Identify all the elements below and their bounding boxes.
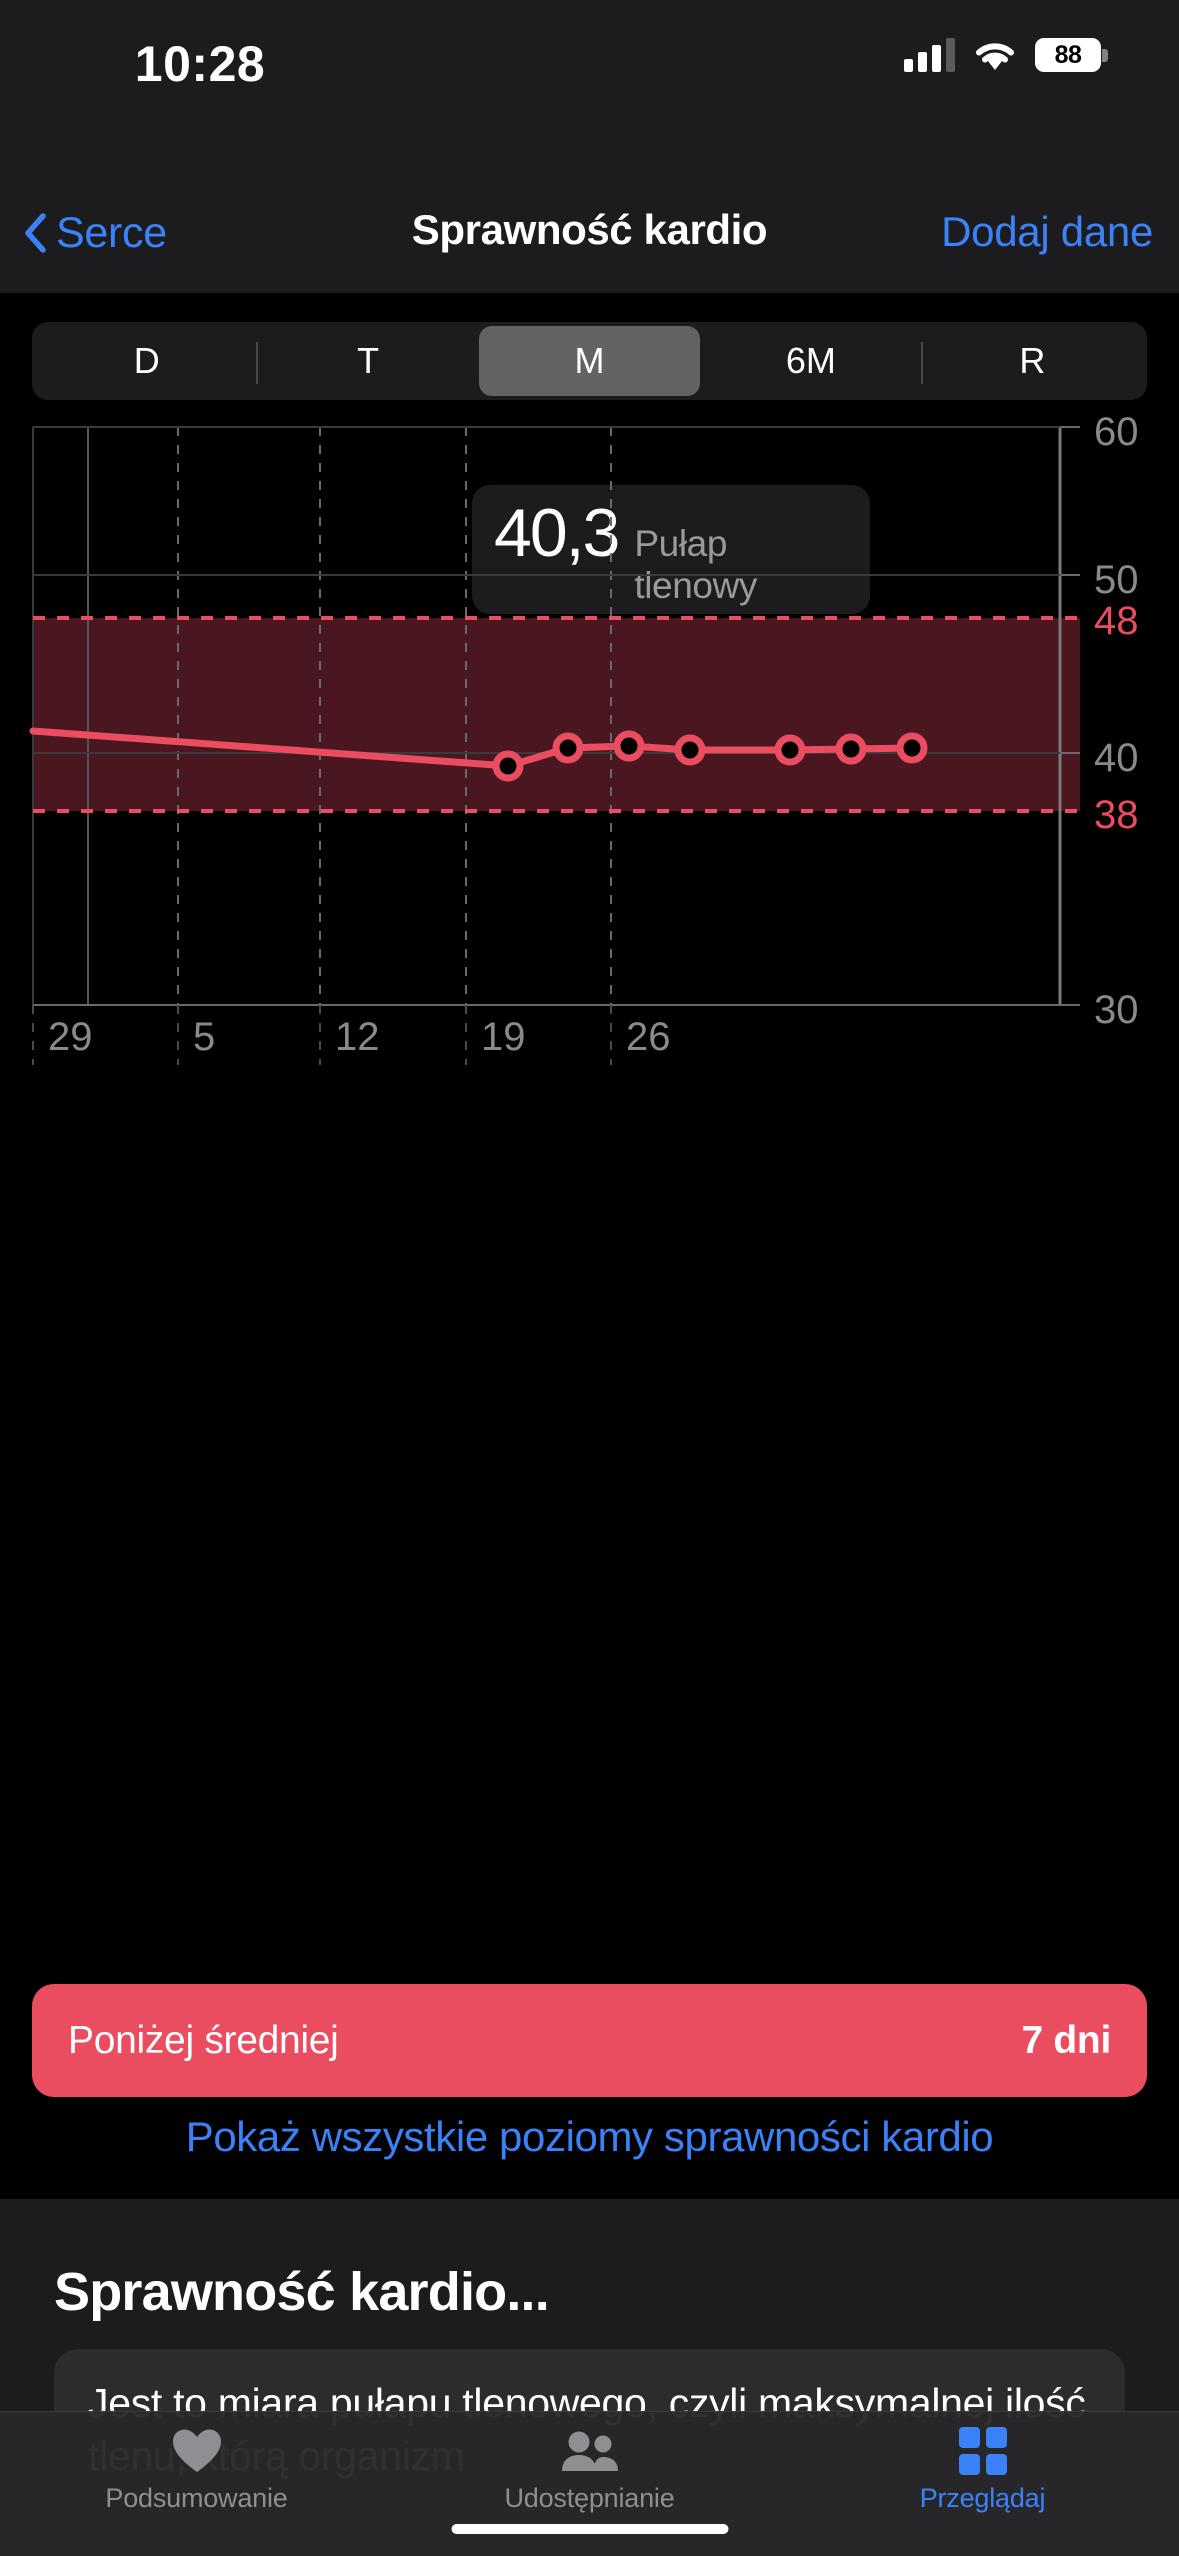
tab-summary-label: Podsumowanie [105,2483,288,2513]
segment-day-label: D [133,340,160,381]
segment-day[interactable]: D [36,326,259,396]
tab-sharing[interactable]: Udostępnianie [393,2428,786,2514]
navigation-bar: Serce Sprawność kardio Dodaj dane [0,178,1179,293]
home-indicator[interactable] [451,2524,728,2534]
segment-week[interactable]: T [257,326,478,396]
segment-month[interactable]: M [478,326,701,396]
about-title: Sprawność kardio... [54,2262,550,2322]
callout-unit: Pułap tlenowy [634,523,758,606]
x-tick-4: 26 [626,1015,671,1059]
y-tick-40: 40 [1094,736,1139,780]
status-indicators: 88 [904,38,1108,72]
series-points [492,730,928,782]
page-title: Sprawność kardio [411,206,768,253]
add-data-button[interactable]: Dodaj dane [941,208,1153,255]
back-button-label: Serce [56,208,167,257]
segment-year-label: R [1019,340,1046,381]
segment-week-label: T [357,340,380,381]
status-badge-value: 7 dni [1021,2018,1111,2062]
segment-year[interactable]: R [922,326,1143,396]
segment-6months-label: 6M [785,340,836,381]
tab-browse[interactable]: Przeglądaj [786,2427,1179,2514]
time-range-segmented-control[interactable]: D T M 6M R [32,322,1147,400]
y-tick-50: 50 [1094,558,1139,602]
battery-percent: 88 [1054,40,1082,69]
y-tick-60: 60 [1094,410,1139,454]
show-all-levels-link[interactable]: Pokaż wszystkie poziomy sprawności kardi… [185,2113,994,2160]
people-icon [560,2428,620,2474]
x-tick-3: 19 [481,1015,526,1059]
status-badge-label: Poniżej średniej [68,2018,339,2062]
main-content: D T M 6M R 40,3 Pułap [0,293,1179,2199]
grid-icon [958,2427,1007,2475]
wifi-icon [973,39,1017,72]
status-time: 10:28 [134,36,266,92]
tab-summary[interactable]: Podsumowanie [0,2428,393,2514]
normal-range-band [33,618,1080,811]
battery-icon: 88 [1035,38,1108,72]
x-tick-1: 5 [193,1015,215,1059]
status-badge[interactable]: Poniżej średniej 7 dni [32,1984,1147,2097]
chevron-left-icon [24,213,46,253]
y-tick-30: 30 [1094,988,1139,1032]
heart-icon [171,2428,223,2474]
segment-month-label: M [574,340,605,381]
tab-sharing-label: Udostępnianie [504,2483,675,2513]
x-tick-0: 29 [48,1015,93,1059]
tab-bar: Podsumowanie Udostępnianie [0,2411,1179,2556]
x-tick-2: 12 [335,1015,380,1059]
cellular-bars-icon [904,38,955,72]
tab-browse-label: Przeglądaj [919,2483,1046,2513]
band-upper-label: 48 [1094,599,1139,643]
band-lower-label: 38 [1094,793,1139,837]
segment-6months[interactable]: 6M [700,326,923,396]
callout-value: 40,3 [494,495,620,571]
cardio-fitness-chart[interactable]: 60 50 48 40 38 30 29 5 12 19 26 [0,405,1179,1245]
back-button[interactable]: Serce [24,200,167,266]
status-bar: 10:28 88 [0,0,1179,178]
